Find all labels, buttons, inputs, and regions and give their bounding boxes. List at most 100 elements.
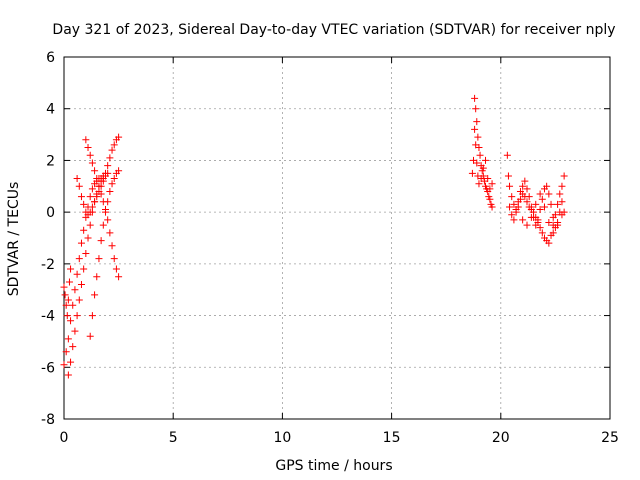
data-point bbox=[80, 265, 88, 273]
data-point bbox=[67, 317, 75, 325]
y-tick-label: -2 bbox=[41, 257, 55, 273]
grid-layer bbox=[64, 57, 610, 419]
data-point bbox=[91, 291, 99, 299]
data-point bbox=[82, 250, 90, 258]
y-tick-label: -6 bbox=[41, 360, 55, 376]
data-point bbox=[473, 159, 481, 167]
tick-layer: 0 5 10 15 20 25 -8 -6 -4 -2 0 2 4 6 bbox=[41, 50, 619, 446]
data-point bbox=[486, 185, 494, 193]
y-tick-label: 2 bbox=[46, 153, 55, 169]
data-point bbox=[479, 164, 487, 172]
data-point bbox=[545, 190, 553, 198]
x-tick-label: 10 bbox=[273, 430, 291, 446]
data-point bbox=[547, 200, 555, 208]
data-point bbox=[64, 371, 72, 379]
data-point bbox=[554, 221, 562, 229]
data-point bbox=[71, 286, 79, 294]
data-point bbox=[88, 159, 96, 167]
data-point bbox=[86, 221, 94, 229]
data-point bbox=[521, 177, 529, 185]
data-point bbox=[108, 146, 116, 154]
chart-title: Day 321 of 2023, Sidereal Day-to-day VTE… bbox=[52, 22, 615, 38]
data-point bbox=[486, 195, 494, 203]
data-point bbox=[101, 169, 109, 177]
data-point bbox=[477, 175, 485, 183]
data-point bbox=[468, 169, 476, 177]
data-point bbox=[558, 198, 566, 206]
data-point bbox=[556, 190, 564, 198]
data-point bbox=[512, 208, 520, 216]
data-point bbox=[86, 208, 94, 216]
data-point bbox=[545, 218, 553, 226]
data-point bbox=[514, 198, 522, 206]
data-point bbox=[88, 185, 96, 193]
series-track-b-rising bbox=[64, 169, 112, 379]
series-track-i-late bbox=[503, 151, 568, 247]
data-point bbox=[75, 182, 83, 190]
series-track-k-late bbox=[519, 190, 566, 237]
data-point bbox=[474, 133, 482, 141]
data-point bbox=[99, 198, 107, 206]
data-point bbox=[69, 301, 77, 309]
data-point bbox=[471, 125, 479, 133]
data-point bbox=[488, 203, 496, 211]
data-point bbox=[91, 198, 99, 206]
y-tick-label: 6 bbox=[46, 50, 55, 66]
data-point bbox=[484, 175, 492, 183]
data-point bbox=[77, 281, 85, 289]
data-point bbox=[540, 203, 548, 211]
data-point bbox=[554, 200, 562, 208]
data-point bbox=[108, 242, 116, 250]
data-point bbox=[84, 144, 92, 151]
data-point bbox=[65, 278, 73, 286]
data-point bbox=[115, 133, 123, 141]
x-tick-label: 20 bbox=[492, 430, 510, 446]
data-point bbox=[536, 206, 544, 214]
data-point bbox=[60, 361, 68, 369]
data-point bbox=[99, 221, 107, 229]
data-point bbox=[115, 273, 123, 281]
data-point bbox=[508, 211, 516, 219]
data-point bbox=[504, 172, 512, 180]
data-point bbox=[523, 185, 531, 193]
series-track-d-falling bbox=[82, 136, 123, 281]
data-point bbox=[549, 229, 557, 237]
data-point bbox=[77, 239, 85, 247]
data-point bbox=[508, 193, 516, 201]
data-point bbox=[62, 301, 70, 309]
data-point bbox=[106, 187, 114, 195]
data-point bbox=[534, 216, 542, 224]
data-point bbox=[532, 221, 540, 229]
data-point bbox=[60, 283, 68, 291]
data-point bbox=[110, 175, 118, 183]
data-point bbox=[97, 237, 105, 245]
data-point bbox=[63, 312, 71, 320]
data-point bbox=[88, 312, 96, 320]
data-point bbox=[527, 213, 535, 221]
series-track-g-late bbox=[471, 94, 496, 211]
data-point bbox=[106, 154, 114, 162]
data-point bbox=[519, 182, 527, 190]
data-point bbox=[536, 224, 544, 232]
data-point bbox=[80, 226, 88, 234]
x-tick-label: 15 bbox=[383, 430, 401, 446]
data-point bbox=[472, 105, 480, 113]
data-point bbox=[488, 180, 496, 188]
data-point bbox=[84, 234, 92, 242]
data-point bbox=[86, 151, 94, 159]
series-track-c-rising bbox=[86, 167, 123, 340]
data-point bbox=[516, 187, 524, 195]
data-point bbox=[510, 200, 518, 208]
data-point bbox=[71, 327, 79, 335]
data-point bbox=[67, 265, 75, 273]
data-point bbox=[62, 348, 70, 356]
data-point bbox=[560, 172, 568, 180]
data-point bbox=[503, 151, 511, 159]
data-point bbox=[523, 198, 531, 206]
data-point bbox=[106, 229, 114, 237]
data-point bbox=[73, 312, 81, 320]
data-point bbox=[527, 203, 535, 211]
data-point bbox=[93, 175, 101, 183]
data-point bbox=[108, 180, 116, 188]
x-tick-label: 5 bbox=[169, 430, 178, 446]
